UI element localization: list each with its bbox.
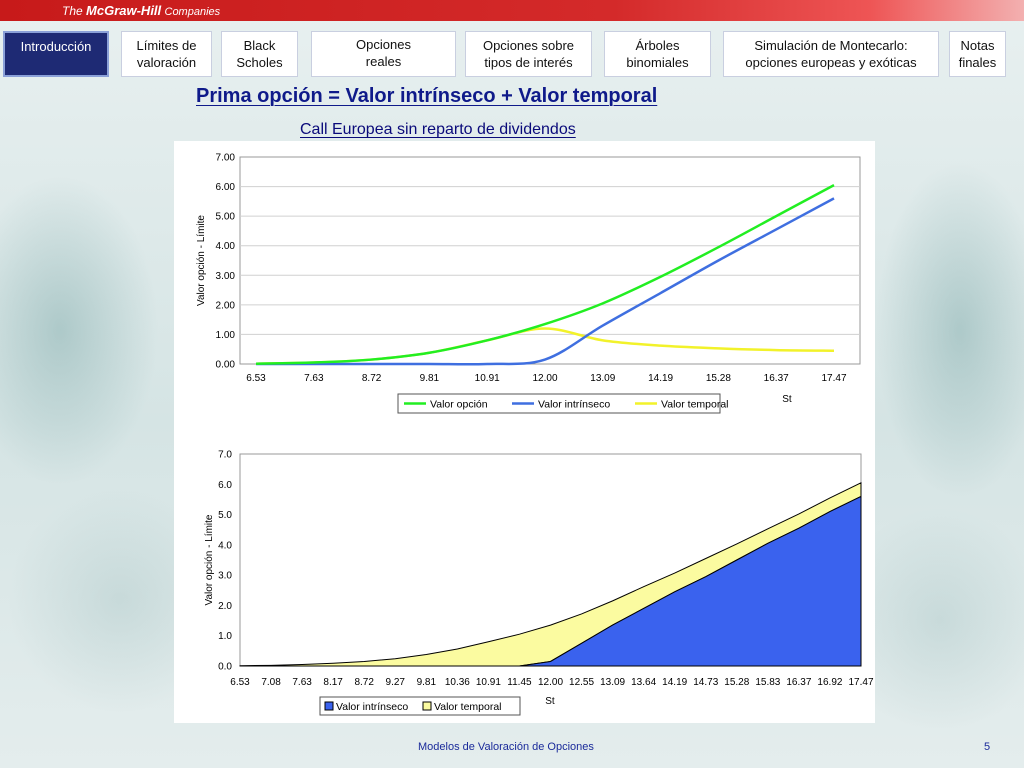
nav-opciones-reales[interactable]: Opciones reales <box>311 31 456 77</box>
legend <box>319 696 521 716</box>
y-tick-label: 4.00 <box>216 241 236 252</box>
y-tick-label: 7.0 <box>218 450 232 461</box>
y-tick-label: 0.0 <box>218 662 232 673</box>
area-chart: 0.0 1.0 2.0 3.0 4.0 5.0 6.0 7.0 6.53 7.08 7.63 8.17… <box>204 450 874 716</box>
page-number: 5 <box>984 741 991 753</box>
x-tick-label: 14.19 <box>648 373 673 384</box>
x-tick-label: 11.45 <box>507 677 532 688</box>
y-tick-label: 4.0 <box>218 540 232 551</box>
y-axis-label: Valor opción - Límite <box>204 514 215 605</box>
x-tick-label: 14.19 <box>662 677 687 688</box>
x-tick-label: 15.28 <box>724 677 749 688</box>
legend-label: Valor intrínseco <box>336 701 408 713</box>
x-tick-label: 13.09 <box>590 373 615 384</box>
x-tick-label: 9.81 <box>417 677 437 688</box>
charts-panel: 0.00 1.00 2.00 3.00 4.00 5.00 6.00 7.00 6.53 7.63… <box>174 141 875 723</box>
x-tick-label: 13.64 <box>631 677 656 688</box>
x-axis-label: St <box>545 696 555 707</box>
legend-label: Valor intrínseco <box>538 399 610 411</box>
x-tick-label: 15.83 <box>755 677 780 688</box>
y-tick-label: 1.0 <box>218 631 232 642</box>
x-tick-label: 10.36 <box>445 677 470 688</box>
legend-label: Valor temporal <box>661 399 729 411</box>
slide-title: Prima opción = Valor intrínseco + Valor … <box>196 85 658 107</box>
legend-swatch <box>324 701 334 711</box>
y-tick-label: 6.0 <box>218 480 232 491</box>
y-tick-label: 2.00 <box>216 300 236 311</box>
x-tick-label: 10.91 <box>475 373 500 384</box>
brand-bar: The McGraw-Hill Companies <box>0 0 1024 21</box>
y-tick-label: 0.00 <box>216 360 236 371</box>
x-tick-label: 9.27 <box>386 677 406 688</box>
y-tick-label: 3.00 <box>216 271 236 282</box>
x-tick-label: 16.92 <box>817 677 842 688</box>
nav-notas-finales[interactable]: Notas finales <box>949 31 1006 77</box>
x-axis-label: St <box>782 394 792 405</box>
x-tick-label: 8.72 <box>354 677 374 688</box>
x-tick-label: 12.00 <box>538 677 563 688</box>
x-tick-label: 9.81 <box>420 373 440 384</box>
x-tick-label: 7.63 <box>304 373 324 384</box>
y-tick-label: 7.00 <box>216 153 236 164</box>
series-line <box>255 197 835 366</box>
x-tick-label: 6.53 <box>246 373 266 384</box>
x-tick-label: 16.37 <box>764 373 789 384</box>
x-tick-label: 17.47 <box>821 373 846 384</box>
footer-title: Modelos de Valoración de Opciones <box>418 741 594 753</box>
area-valor-intrinseco <box>240 495 862 667</box>
x-tick-label: 14.73 <box>693 677 718 688</box>
x-tick-label: 8.17 <box>323 677 343 688</box>
line-chart: 0.00 1.00 2.00 3.00 4.00 5.00 6.00 7.00 6.53 7.63… <box>196 153 861 414</box>
nav-black-scholes[interactable]: Black Scholes <box>221 31 298 77</box>
y-axis-label: Valor opción - Límite <box>196 215 207 306</box>
x-tick-label: 7.63 <box>292 677 312 688</box>
x-tick-label: 8.72 <box>362 373 382 384</box>
x-tick-label: 7.08 <box>261 677 281 688</box>
nav-limites-de-valoracion[interactable]: Límites de valoración <box>121 31 212 77</box>
x-tick-label: 12.00 <box>532 373 557 384</box>
x-tick-label: 13.09 <box>600 677 625 688</box>
y-tick-label: 5.0 <box>218 510 232 521</box>
legend-label: Valor temporal <box>434 701 502 713</box>
plot-area <box>239 156 861 365</box>
y-tick-label: 1.00 <box>216 330 236 341</box>
x-tick-label: 12.55 <box>569 677 594 688</box>
legend <box>397 393 721 414</box>
y-tick-label: 3.0 <box>218 571 232 582</box>
slide-subtitle: Call Europea sin reparto de dividendos <box>300 121 576 138</box>
nav-simulacion-montecarlo[interactable]: Simulación de Montecarlo: opciones europ… <box>723 31 939 77</box>
x-tick-label: 15.28 <box>706 373 731 384</box>
y-tick-label: 5.00 <box>216 212 236 223</box>
x-tick-label: 16.37 <box>786 677 811 688</box>
nav-arboles-binomiales[interactable]: Árboles binomiales <box>604 31 711 77</box>
y-tick-label: 2.0 <box>218 601 232 612</box>
x-tick-label: 6.53 <box>230 677 250 688</box>
x-tick-label: 17.47 <box>848 677 873 688</box>
x-tick-label: 10.91 <box>476 677 501 688</box>
nav-opciones-tipos-interes[interactable]: Opciones sobre tipos de interés <box>465 31 592 77</box>
legend-swatch <box>422 701 432 711</box>
nav-introduccion[interactable]: Introducción <box>3 31 109 77</box>
y-tick-label: 6.00 <box>216 182 236 193</box>
legend-label: Valor opción <box>430 399 488 411</box>
company-logo: The McGraw-Hill Companies <box>62 3 221 18</box>
series-line <box>255 183 835 365</box>
